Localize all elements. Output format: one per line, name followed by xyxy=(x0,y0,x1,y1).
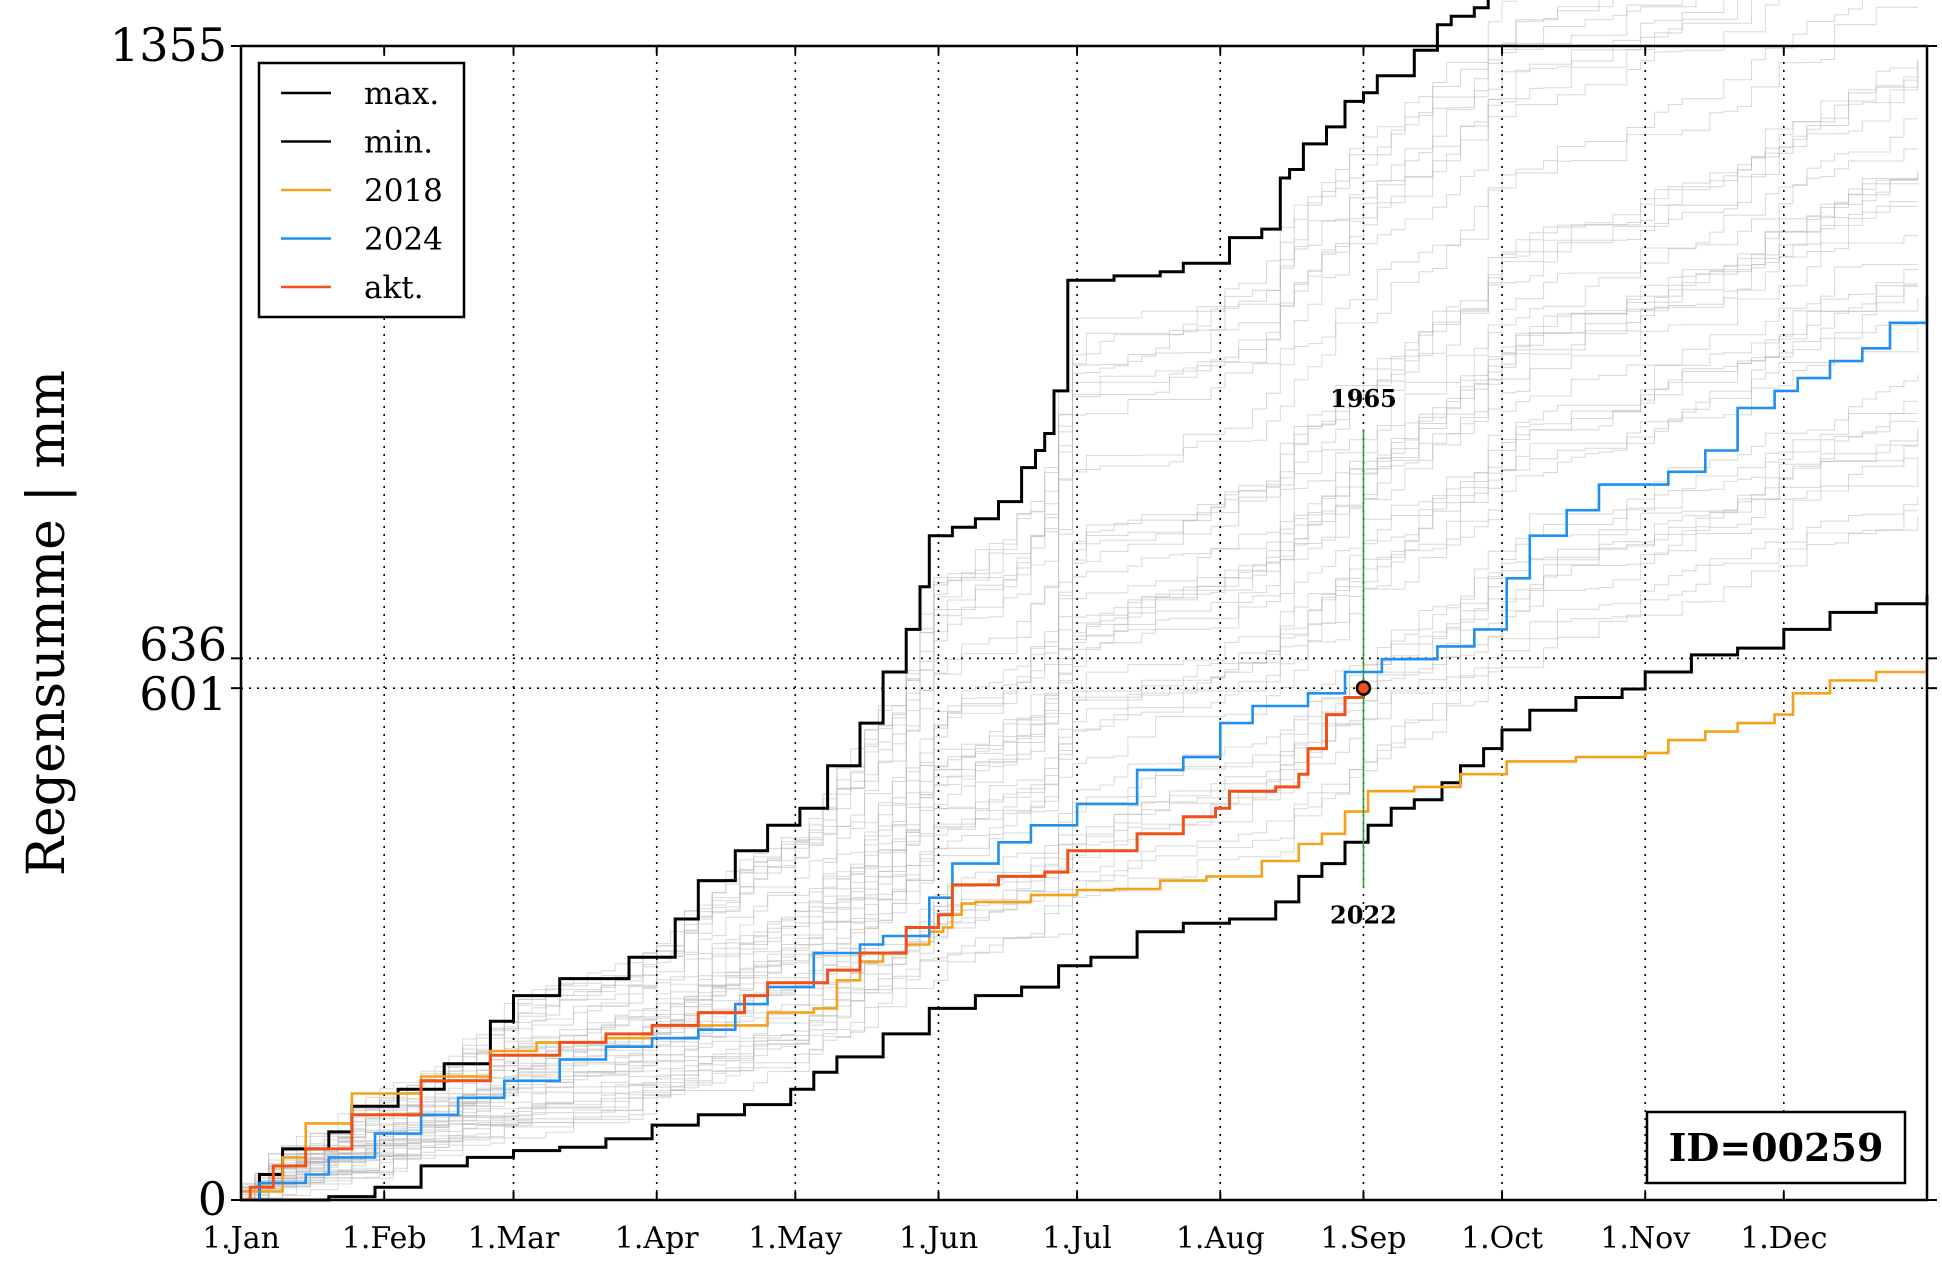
legend: max. min. 2018 2024 akt. xyxy=(257,61,466,319)
y-tick-label: 636 xyxy=(139,617,227,671)
x-tick-label: 1.Feb xyxy=(342,1221,427,1256)
historic-year-line xyxy=(241,298,1919,1200)
plot-frame xyxy=(239,44,1929,1202)
y-tick-label: 1355 xyxy=(110,18,227,72)
historic-year-line xyxy=(241,77,1919,1201)
historic-year-line xyxy=(241,179,1918,1201)
id-box-frame xyxy=(1645,1110,1907,1185)
historic-year-line xyxy=(241,179,1918,1191)
x-tick-label: 1.Mar xyxy=(468,1221,560,1256)
legend-label: min. xyxy=(364,125,433,161)
id-label: ID=00259 xyxy=(1669,1125,1884,1170)
historic-year-line xyxy=(241,0,1614,1201)
historic-year-line xyxy=(241,264,1918,1201)
historic-year-line xyxy=(241,59,1919,1201)
x-tick-label: 1.Oct xyxy=(1461,1221,1543,1256)
y-tick-label: 0 xyxy=(198,1172,227,1226)
historic-year-line xyxy=(241,173,1919,1201)
series-line-2024 xyxy=(241,297,1929,1202)
historic-year-line xyxy=(241,420,1918,1201)
legend-label: 2018 xyxy=(364,173,443,209)
historic-year-line xyxy=(241,63,1919,1189)
legend-label: 2024 xyxy=(364,222,443,258)
historic-year-line xyxy=(241,427,1919,1193)
historic-year-line xyxy=(241,0,1697,1199)
legend-label: akt. xyxy=(364,270,424,306)
series-layer xyxy=(241,0,1929,1202)
historic-year-line xyxy=(241,0,1739,1201)
historic-year-line xyxy=(241,169,1919,1189)
historic-year-line xyxy=(241,0,1863,1201)
id-box: ID=00259 xyxy=(1645,1110,1907,1185)
historic-year-line xyxy=(241,374,1919,1201)
historic-year-line xyxy=(241,457,1919,1201)
annotation-layer: 1965 2022 xyxy=(1330,384,1397,929)
historic-year-line xyxy=(241,269,1918,1201)
x-tick-label: 1.Jan xyxy=(202,1221,280,1256)
year-annotation: 2022 xyxy=(1330,900,1397,929)
historic-year-line xyxy=(241,0,1780,1188)
historic-year-line xyxy=(241,0,1517,1188)
historic-year-line xyxy=(241,433,1919,1201)
series-line-min xyxy=(241,595,1929,1202)
x-tick-label: 1.Jun xyxy=(899,1221,978,1256)
historic-year-line xyxy=(241,285,1918,1201)
x-tick-label: 1.May xyxy=(748,1221,842,1256)
x-tick-label: 1.Nov xyxy=(1600,1221,1690,1256)
x-tick-label: 1.Apr xyxy=(615,1221,699,1256)
x-tick-label: 1.Dec xyxy=(1740,1221,1827,1256)
historic-year-line xyxy=(241,497,1919,1191)
x-tick-label: 1.Sep xyxy=(1320,1221,1406,1256)
series-line-akt xyxy=(241,688,1365,1202)
historic-year-line xyxy=(241,235,1918,1186)
historic-year-line xyxy=(241,79,1918,1201)
historic-year-line xyxy=(241,327,1919,1192)
historic-year-line xyxy=(241,285,1918,1195)
current-value-point xyxy=(1355,680,1372,696)
x-tick-label: 1.Aug xyxy=(1176,1221,1265,1256)
historic-year-line xyxy=(241,516,1919,1201)
series-line-max xyxy=(241,0,1490,1202)
historic-year-line xyxy=(241,413,1918,1201)
year-annotation: 1965 xyxy=(1330,384,1397,413)
historic-year-line xyxy=(241,510,1918,1201)
historic-year-line xyxy=(241,0,1683,1201)
x-axis-ticks: 1.Jan 1.Feb 1.Mar 1.Apr 1.May 1.Jun 1.Jul 1.Aug… xyxy=(202,46,1827,1256)
y-tick-label: 601 xyxy=(139,667,227,721)
y-axis-label: Regensumme | mm xyxy=(17,370,77,876)
historic-year-line xyxy=(241,445,1919,1195)
historic-year-line xyxy=(241,283,1918,1184)
x-tick-label: 1.Jul xyxy=(1042,1221,1112,1256)
legend-label: max. xyxy=(364,76,439,112)
